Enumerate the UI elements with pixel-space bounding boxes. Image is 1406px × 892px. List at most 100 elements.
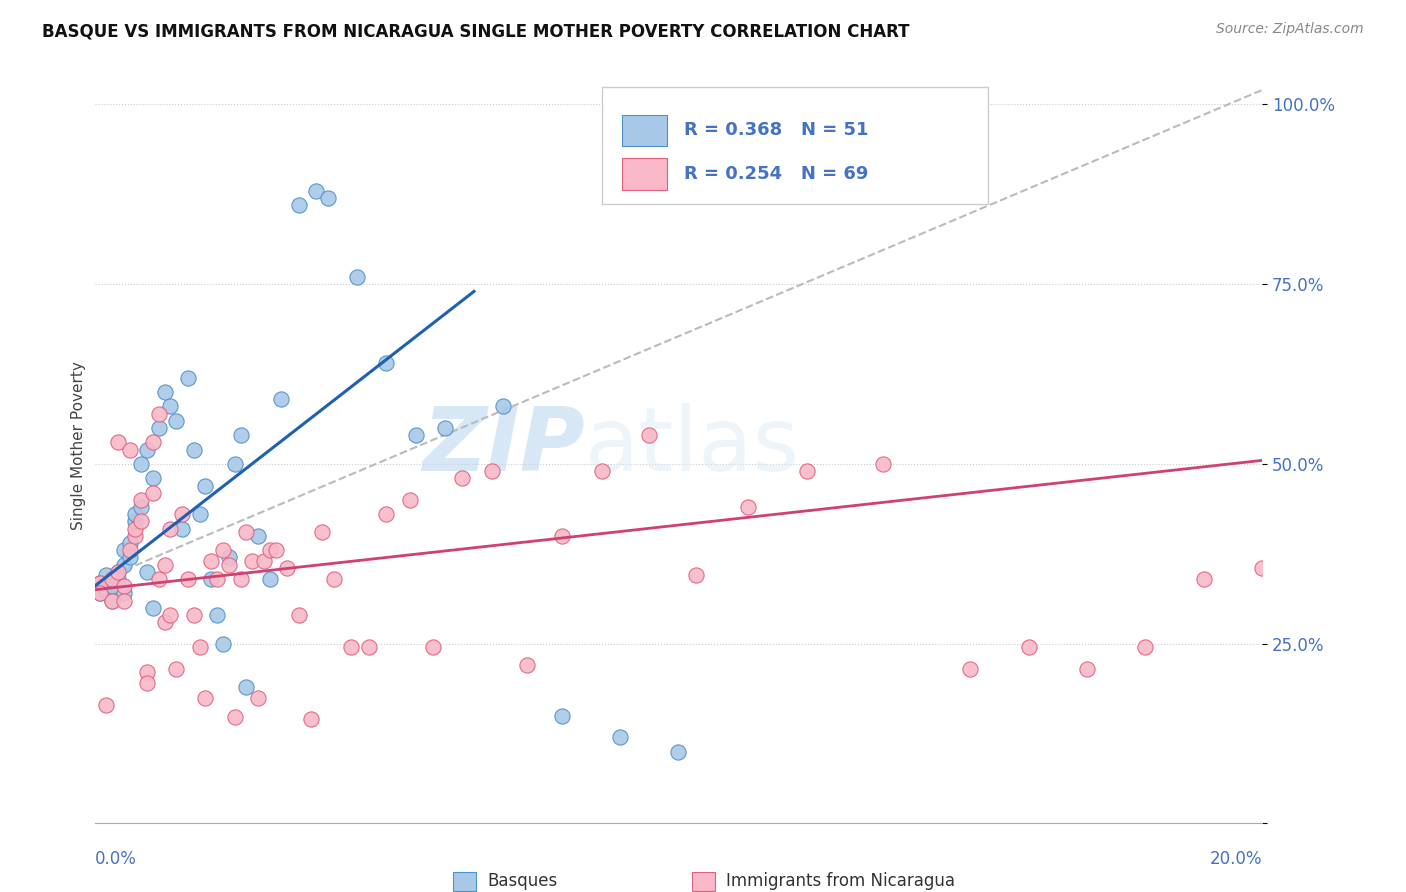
Point <box>224 457 246 471</box>
Point <box>247 529 270 543</box>
Bar <box>623 114 666 146</box>
Point <box>340 640 363 655</box>
Point <box>200 554 222 568</box>
Text: ZIP: ZIP <box>422 402 585 490</box>
Point <box>375 356 398 370</box>
Text: atlas: atlas <box>585 402 800 490</box>
Point <box>136 442 159 457</box>
Point <box>405 428 427 442</box>
Point <box>96 582 118 597</box>
Point <box>451 471 474 485</box>
Point <box>118 543 141 558</box>
Y-axis label: Single Mother Poverty: Single Mother Poverty <box>72 361 86 531</box>
Point <box>492 400 515 414</box>
Point <box>305 184 328 198</box>
Point <box>433 421 456 435</box>
Point <box>346 270 368 285</box>
Point <box>311 525 333 540</box>
Point <box>322 572 344 586</box>
Point <box>107 435 129 450</box>
Point <box>177 572 200 586</box>
Point <box>101 579 124 593</box>
Point <box>165 662 187 676</box>
Point <box>107 565 129 579</box>
Point <box>153 385 176 400</box>
Point <box>153 558 176 572</box>
Point <box>398 492 420 507</box>
Point <box>375 508 398 522</box>
Point <box>253 554 276 568</box>
Point <box>550 708 572 723</box>
Point <box>264 543 287 558</box>
Point <box>142 600 165 615</box>
Point <box>159 607 181 622</box>
Point <box>591 464 613 478</box>
Text: 0.0%: 0.0% <box>94 850 136 868</box>
Point <box>142 485 165 500</box>
Point <box>1251 561 1274 575</box>
Point <box>316 191 339 205</box>
Point <box>218 558 240 572</box>
Point <box>96 568 118 582</box>
Point <box>1076 662 1098 676</box>
Point <box>118 550 141 565</box>
Text: Basques: Basques <box>486 872 557 890</box>
Point <box>136 665 159 680</box>
Point <box>148 572 170 586</box>
Point <box>89 575 111 590</box>
Point <box>194 690 217 705</box>
Point <box>959 662 981 676</box>
Point <box>89 586 111 600</box>
Point <box>550 529 572 543</box>
Point <box>124 508 146 522</box>
Bar <box>623 159 666 190</box>
Point <box>172 522 194 536</box>
Point <box>112 579 135 593</box>
Point <box>224 710 246 724</box>
Point <box>112 586 135 600</box>
Point <box>481 464 503 478</box>
Point <box>299 712 322 726</box>
Point <box>422 640 444 655</box>
Point <box>229 428 252 442</box>
Point <box>148 407 170 421</box>
Point <box>129 457 152 471</box>
Point <box>288 607 311 622</box>
Point <box>515 658 537 673</box>
Point <box>200 572 222 586</box>
Point <box>142 435 165 450</box>
Point <box>188 508 211 522</box>
Point <box>212 637 235 651</box>
FancyBboxPatch shape <box>602 87 987 204</box>
Point <box>153 615 176 629</box>
Point <box>129 492 152 507</box>
Point <box>107 565 129 579</box>
Point <box>229 572 252 586</box>
Text: R = 0.254   N = 69: R = 0.254 N = 69 <box>685 165 869 183</box>
Point <box>638 428 661 442</box>
Text: Source: ZipAtlas.com: Source: ZipAtlas.com <box>1216 22 1364 37</box>
Point <box>1135 640 1157 655</box>
Point <box>89 586 111 600</box>
Point <box>159 522 181 536</box>
Point <box>101 593 124 607</box>
Point <box>796 464 818 478</box>
Point <box>288 198 311 212</box>
Point <box>666 745 689 759</box>
Point <box>872 457 894 471</box>
Point <box>1018 640 1040 655</box>
Point <box>172 508 194 522</box>
Point <box>107 572 129 586</box>
Point <box>118 442 141 457</box>
Point <box>183 607 205 622</box>
Point <box>96 698 118 712</box>
Point <box>685 568 707 582</box>
Point <box>357 640 380 655</box>
Point <box>259 543 281 558</box>
Text: R = 0.368   N = 51: R = 0.368 N = 51 <box>685 121 869 139</box>
Point <box>129 500 152 515</box>
Point <box>165 414 187 428</box>
Point <box>205 607 228 622</box>
Point <box>136 565 159 579</box>
Point <box>194 478 217 492</box>
